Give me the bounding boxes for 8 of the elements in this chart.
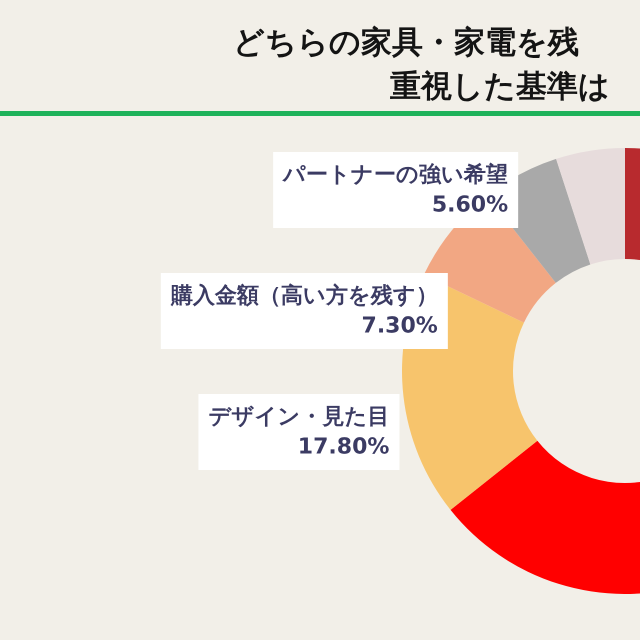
data-label: 7.30% xyxy=(362,314,438,338)
chart-title: どちらの家具・家電を残 xyxy=(233,24,579,60)
data-label: 17.80% xyxy=(298,434,390,460)
chart-subtitle: 重視した基準は xyxy=(390,68,610,104)
slice-label: 購入金額（高い方を残す） xyxy=(170,282,438,308)
data-label: 5.60% xyxy=(432,192,508,218)
slice-label: デザイン・見た目 xyxy=(208,404,390,430)
slice-label: パートナーの強い希望 xyxy=(282,162,508,188)
